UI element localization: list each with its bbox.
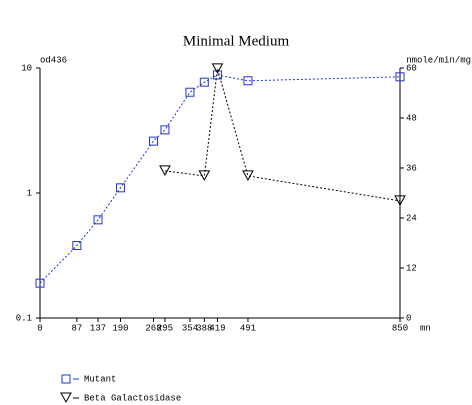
x-tick-label: 190: [112, 323, 128, 333]
y2-tick-label: 48: [406, 113, 417, 123]
data-point: [149, 136, 159, 146]
legend-marker: [60, 392, 72, 404]
data-point: [199, 77, 209, 87]
x-tick-label: 388: [196, 323, 212, 333]
y2-tick-label: 36: [406, 163, 417, 173]
data-point: [395, 72, 405, 82]
x-tick-label: 419: [209, 323, 225, 333]
data-point: [159, 165, 171, 176]
y2-tick-label: 60: [406, 63, 417, 73]
series-line: [39, 74, 401, 284]
legend-label: Mutant: [84, 374, 116, 384]
x-axis-label: mn: [420, 323, 431, 333]
data-point: [93, 215, 103, 225]
data-point: [185, 87, 195, 97]
legend-label: Beta Galactosidase: [84, 393, 181, 403]
y2-tick-label: 0: [406, 313, 411, 323]
x-tick-label: 268: [145, 323, 161, 333]
y2-tick-label: 24: [406, 213, 417, 223]
x-tick-label: 0: [37, 323, 42, 333]
chart-title: Minimal Medium: [183, 33, 290, 49]
y-axis-label: od436: [40, 55, 67, 65]
data-point: [115, 183, 125, 193]
series-line: [164, 68, 401, 202]
x-tick-label: 137: [90, 323, 106, 333]
data-point: [198, 170, 211, 181]
x-tick-label: 491: [240, 323, 256, 333]
data-point: [72, 241, 82, 251]
x-tick-label: 354: [182, 323, 198, 333]
data-point: [35, 278, 45, 288]
data-point: [211, 63, 224, 74]
y2-axis-label: nmole/min/mg: [406, 55, 471, 65]
y2-tick-label: 12: [406, 263, 417, 273]
y-tick-label: 1: [27, 188, 32, 198]
data-point: [242, 170, 254, 181]
x-tick-label: 295: [157, 323, 173, 333]
y-tick-label: 10: [21, 63, 32, 73]
data-point: [394, 195, 406, 206]
data-point: [243, 76, 253, 86]
legend-marker: [61, 374, 71, 384]
y-tick-label: 0.1: [16, 313, 32, 323]
x-tick-label: 87: [71, 323, 82, 333]
x-tick-label: 850: [392, 323, 408, 333]
data-point: [160, 125, 170, 135]
